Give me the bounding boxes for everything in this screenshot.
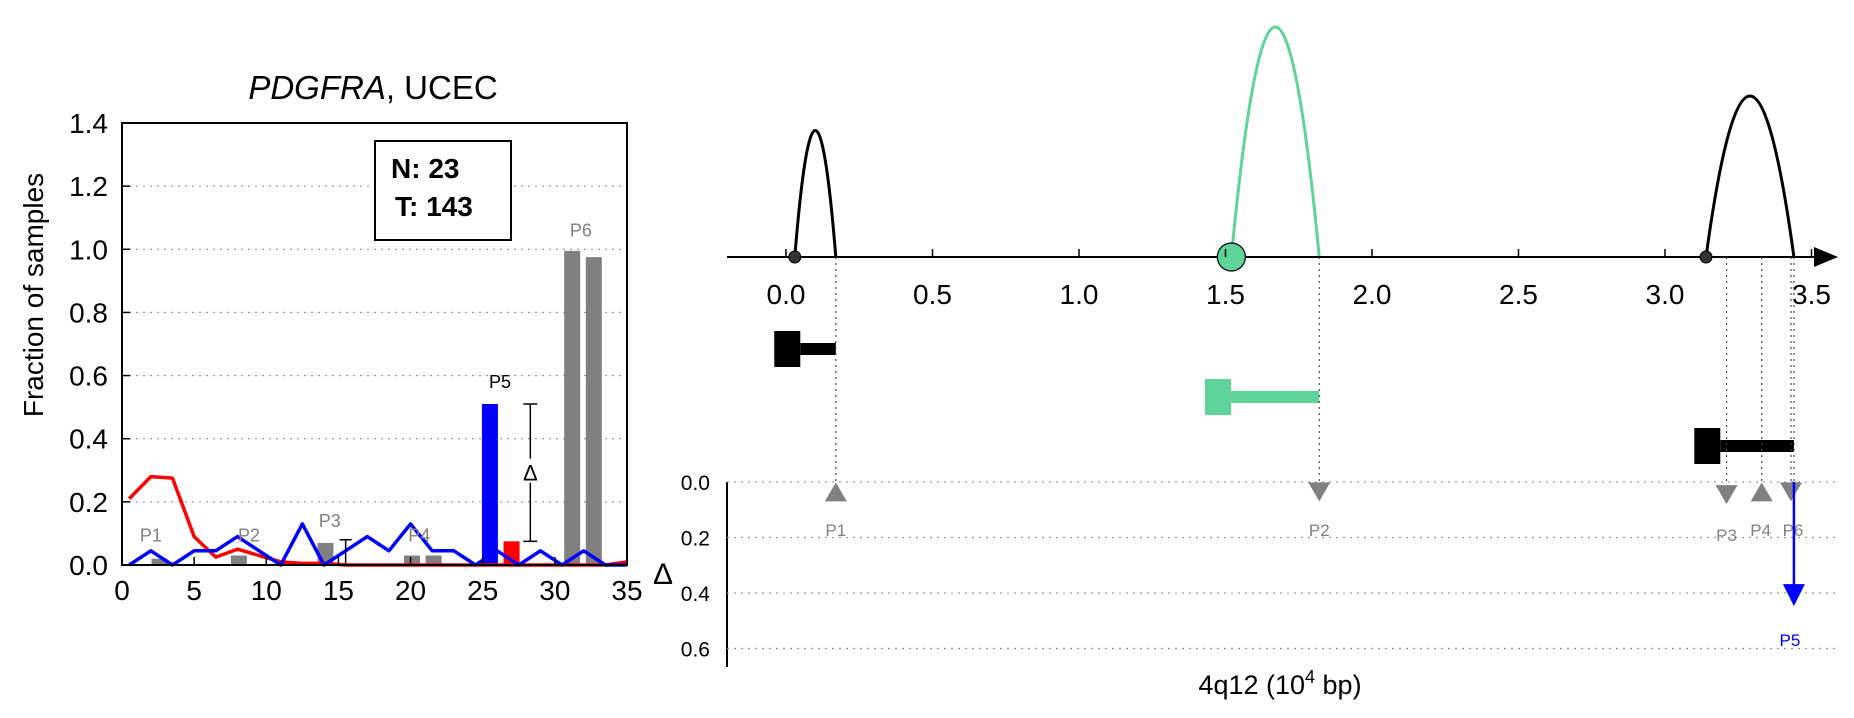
counts-t: T: 143 <box>395 191 473 222</box>
counts-box: N: 23 T: 143 <box>374 140 512 241</box>
peak-label: P1 <box>140 525 162 545</box>
peak-label: P6 <box>570 221 592 241</box>
peak-triangle-up-icon <box>824 482 847 502</box>
right-genome-track: 0.0 0.5 1.0 1.5 2.0 2.5 3.0 3.5 Δ 0.00.20.40.6 … <box>653 25 1838 700</box>
bar <box>404 555 421 565</box>
x-tick-label: 30 <box>539 575 570 606</box>
x-axis-label-main: 4q12 (10 <box>1198 670 1305 700</box>
anchor-dot-icon <box>788 250 802 264</box>
y-tick-label: 0.6 <box>69 361 108 392</box>
x-tick-label: 5 <box>186 575 202 606</box>
left-annotations: P1 P2 P3 P4 P5 P6 Δ <box>140 221 592 565</box>
title-gene: PDGFRA <box>248 69 386 106</box>
bar <box>151 558 168 565</box>
anchor-dot-icon <box>1699 250 1713 264</box>
chart-title: PDGFRA, UCEC <box>248 69 497 106</box>
genome-ticks: 0.0 0.5 1.0 1.5 2.0 2.5 3.0 3.5 <box>767 249 1831 310</box>
delta-label-bg <box>520 458 541 483</box>
anchor-circle-icon <box>1216 242 1246 272</box>
x-tick-label: 15 <box>323 575 354 606</box>
peak-guides <box>835 257 1795 482</box>
genome-tick-label: 1.0 <box>1060 279 1099 310</box>
transcript-start-block <box>774 331 801 367</box>
transcript-start-block <box>1204 379 1231 415</box>
interaction-arcs <box>793 25 1796 258</box>
bar <box>481 403 498 565</box>
left-bar-chart: PDGFRA, UCEC Fraction of samples P1 P2P3P… <box>18 69 643 606</box>
transcript-body <box>1720 440 1794 452</box>
y-tick-label: 0.2 <box>69 487 108 518</box>
peak-label: P3 <box>319 511 341 531</box>
transcript-start-block <box>1694 428 1721 464</box>
peak-triangle-down-icon <box>1715 485 1738 505</box>
genome-tick-label: 2.0 <box>1353 279 1392 310</box>
delta-tick-label: 0.4 <box>681 583 711 606</box>
x-tick-label: 10 <box>251 575 282 606</box>
transcript-body <box>1230 391 1320 403</box>
delta-tick-label: 0.2 <box>681 528 710 551</box>
genome-tick-label: 2.5 <box>1499 279 1538 310</box>
x-axis-label-superscript: 4 <box>1305 667 1315 687</box>
y-tick-label: 0.8 <box>69 297 108 328</box>
delta-tick-label: 0.0 <box>681 472 710 495</box>
peak-triangle-up-icon <box>1750 482 1773 502</box>
genome-tick-label: 3.0 <box>1646 279 1685 310</box>
bar <box>585 257 602 565</box>
x-tick-label: 35 <box>611 575 642 606</box>
y-axis-label: Fraction of samples <box>18 173 49 417</box>
left-ticks: 0 5 10 15 20 25 30 35 0.0 0.2 0.4 0.6 0.8 1.0 1.2 1.4 <box>69 108 643 606</box>
peak-triangle-down-icon <box>1779 482 1802 502</box>
left-series-lines <box>127 474 628 567</box>
title-rest: , UCEC <box>386 69 498 106</box>
y-tick-label: 0.4 <box>69 424 108 455</box>
counts-n: N: 23 <box>391 153 459 184</box>
left-plot-frame <box>121 122 628 566</box>
x-tick-label: 0 <box>114 575 130 606</box>
interaction-arc <box>1704 94 1796 258</box>
delta-axis-label: Δ <box>653 558 673 591</box>
delta-axis: Δ <box>653 482 728 667</box>
delta-label: Δ <box>523 461 538 486</box>
bar <box>230 555 247 565</box>
peak-triangle-down-icon <box>1308 482 1331 502</box>
peak-label: P1 <box>825 521 846 540</box>
peak-arrow-head-icon <box>1782 584 1805 607</box>
left-gridlines <box>122 122 627 566</box>
interaction-arc <box>793 129 838 258</box>
peak-label: P4 <box>1750 521 1771 540</box>
peak-markers: P1P2P3P4P6P5 <box>824 482 1805 650</box>
interaction-arc <box>1229 25 1321 258</box>
peak-label: P3 <box>1716 526 1737 545</box>
x-axis-label-unit: bp) <box>1315 670 1362 700</box>
y-tick-label: 1.2 <box>69 171 108 202</box>
genome-tick-label: 3.5 <box>1792 279 1831 310</box>
x-tick-label: 20 <box>395 575 426 606</box>
y-tick-label: 0.0 <box>69 550 108 581</box>
peak-label: P2 <box>1309 521 1330 540</box>
delta-gridlines: 0.0 0.2 0.4 0.6 <box>681 472 1838 662</box>
genome-tick-label: 0.5 <box>913 279 952 310</box>
axis-arrow-icon <box>1814 247 1838 267</box>
y-tick-label: 1.0 <box>69 234 108 265</box>
series-line <box>128 522 627 567</box>
transcripts <box>774 331 1794 464</box>
arc-anchor-markers <box>788 242 1713 272</box>
y-tick-label: 1.4 <box>69 108 108 139</box>
left-bars <box>151 250 602 565</box>
delta-tick-label: 0.6 <box>681 639 710 662</box>
peak-label: P2 <box>238 525 260 545</box>
bar <box>564 250 581 565</box>
peak-label: P5 <box>1780 631 1801 650</box>
x-tick-label: 25 <box>467 575 498 606</box>
peak-label: P5 <box>489 372 511 392</box>
genome-tick-label: 1.5 <box>1206 279 1245 310</box>
genome-tick-label: 0.0 <box>767 279 806 310</box>
counts-box-frame <box>374 140 512 241</box>
transcript-body <box>800 343 836 355</box>
x-axis-label: 4q12 (104 bp) <box>1198 667 1361 700</box>
peak-label: P4 <box>408 525 430 545</box>
bar <box>425 555 442 565</box>
